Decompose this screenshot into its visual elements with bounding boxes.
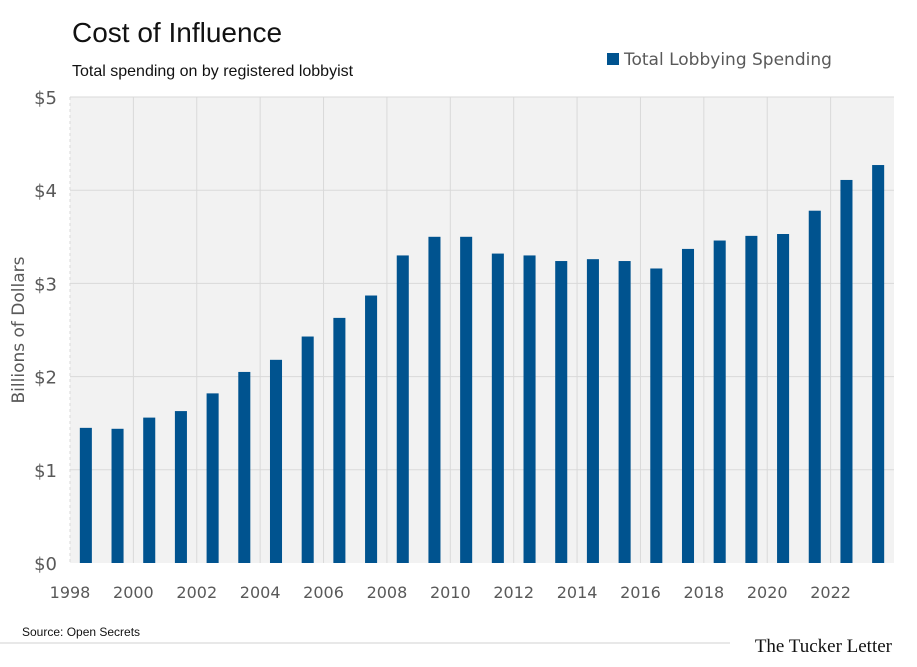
x-tick-label: 2022 xyxy=(810,583,851,602)
bar-2011 xyxy=(491,253,504,564)
bar-2008 xyxy=(396,255,409,563)
brand-label: The Tucker Letter xyxy=(755,636,893,657)
y-axis-ticks: $0 $1 $2 $3 $4 $5 xyxy=(34,88,57,575)
y-tick-label: $0 xyxy=(34,554,57,575)
bar-2002 xyxy=(206,393,219,563)
y-tick-label: $1 xyxy=(34,461,57,482)
x-tick-label: 2008 xyxy=(367,583,408,602)
gridlines xyxy=(69,96,894,563)
x-tick-label: 2016 xyxy=(620,583,661,602)
bar-2019 xyxy=(745,235,758,564)
legend-swatch xyxy=(607,53,619,65)
x-tick-label: 2000 xyxy=(113,583,154,602)
x-tick-label: 2014 xyxy=(557,583,598,602)
bar-2000 xyxy=(143,417,156,563)
x-tick-label: 2010 xyxy=(430,583,471,602)
x-tick-label: 2012 xyxy=(493,583,534,602)
bar-2012 xyxy=(523,255,536,563)
bar-2003 xyxy=(238,371,251,563)
bar-2023 xyxy=(872,165,885,563)
bar-2006 xyxy=(333,317,346,563)
y-axis-label: Billions of Dollars xyxy=(9,256,29,403)
bar-2004 xyxy=(269,359,283,563)
x-axis-ticks: 1998 2000 2002 2004 2006 2008 2010 2012 2014 2016… xyxy=(50,583,851,602)
bar-2005 xyxy=(301,336,314,563)
y-tick-label: $4 xyxy=(34,181,57,202)
chart-subtitle: Total spending on by registered lobbyist xyxy=(72,63,354,80)
bar-2016 xyxy=(650,268,663,563)
bar-2018 xyxy=(713,240,726,563)
bar-2013 xyxy=(555,261,568,563)
bar-2015 xyxy=(618,261,631,563)
chart-title: Cost of Influence xyxy=(72,17,282,48)
bar-2001 xyxy=(174,411,187,563)
legend: Total Lobbying Spending xyxy=(607,50,832,70)
bar-2020 xyxy=(777,234,790,563)
y-tick-label: $2 xyxy=(34,368,57,389)
bar-1999 xyxy=(111,428,124,563)
y-tick-label: $3 xyxy=(34,274,57,295)
bar-2009 xyxy=(428,236,441,564)
bar-1998 xyxy=(79,427,92,563)
x-tick-label: 2018 xyxy=(683,583,724,602)
bar-2007 xyxy=(365,295,378,563)
bar-2010 xyxy=(460,236,473,564)
bar-2017 xyxy=(681,248,695,563)
x-tick-label: 1998 xyxy=(50,583,91,602)
bar-2014 xyxy=(586,259,599,563)
bar-2021 xyxy=(808,210,821,564)
x-tick-label: 2004 xyxy=(240,583,281,602)
y-tick-label: $5 xyxy=(34,88,57,109)
bar-2022 xyxy=(840,179,853,563)
source-note: Source: Open Secrets xyxy=(22,625,140,639)
plot-area xyxy=(70,97,894,563)
legend-label: Total Lobbying Spending xyxy=(623,50,832,70)
bars xyxy=(79,165,885,564)
x-tick-label: 2020 xyxy=(747,583,788,602)
x-tick-label: 2002 xyxy=(176,583,217,602)
x-tick-label: 2006 xyxy=(303,583,344,602)
